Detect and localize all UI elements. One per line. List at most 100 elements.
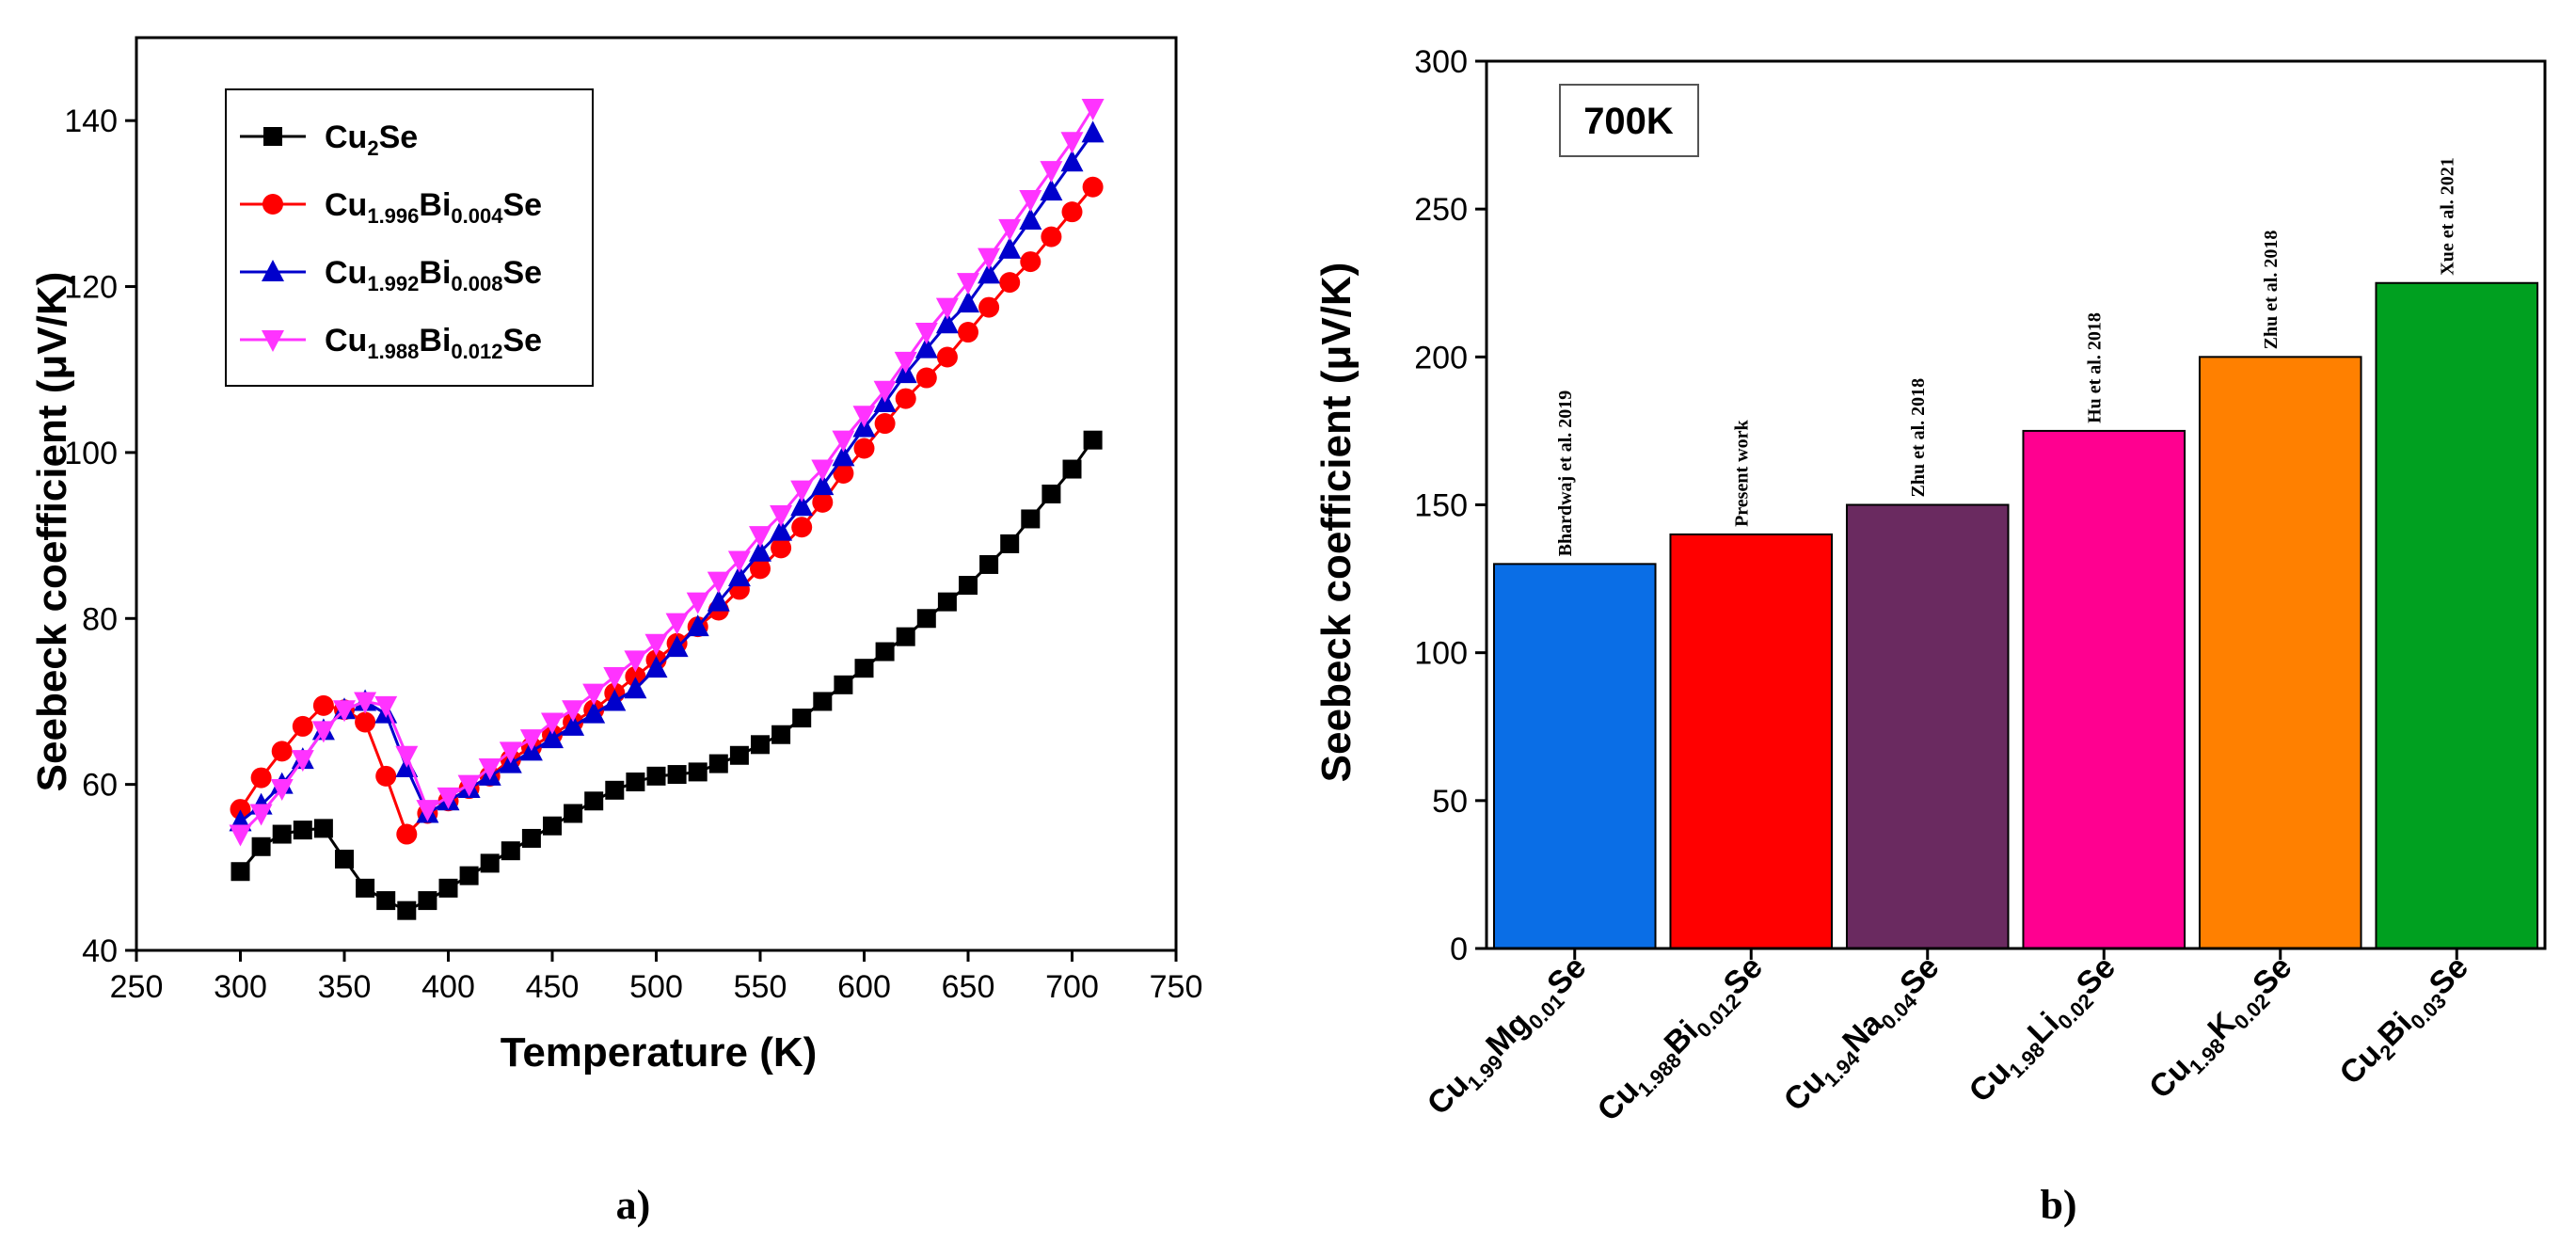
data-point xyxy=(813,692,833,711)
data-point xyxy=(1060,132,1084,154)
data-point xyxy=(727,565,751,587)
data-point xyxy=(665,635,689,658)
legend-entry: Cu1.988Bi0.012Se xyxy=(325,323,542,363)
legend-marker xyxy=(263,127,282,146)
data-point xyxy=(541,712,564,735)
y-tick-label: 300 xyxy=(1414,44,1468,80)
data-point xyxy=(1060,150,1084,172)
panel-b-category-labels: Cu1.99Mg0.01SeCu1.988Bi0.012SeCu1.94Na0.… xyxy=(1421,949,2479,1132)
y-tick-label: 150 xyxy=(1414,488,1468,524)
data-point xyxy=(998,236,1022,259)
data-point xyxy=(688,762,708,782)
data-point xyxy=(480,853,500,873)
data-point xyxy=(978,262,1001,284)
data-point xyxy=(707,571,730,594)
series-3 xyxy=(229,98,1105,847)
data-point xyxy=(812,491,834,513)
data-point xyxy=(894,351,917,374)
data-point xyxy=(707,589,730,612)
data-point xyxy=(521,828,541,848)
data-point xyxy=(999,272,1021,294)
data-point xyxy=(959,576,978,595)
bar xyxy=(2022,429,2186,949)
category-label: Cu2Bi0.03Se xyxy=(2333,949,2479,1095)
series-line xyxy=(239,438,1094,913)
data-point xyxy=(771,725,791,744)
bar xyxy=(1669,533,1834,950)
y-tick-label: 120 xyxy=(64,270,118,306)
x-tick-label: 750 xyxy=(1150,969,1203,1005)
data-point xyxy=(896,627,915,646)
bar xyxy=(2375,281,2539,949)
data-point xyxy=(1042,485,1061,503)
x-tick-label: 700 xyxy=(1045,969,1099,1005)
x-tick-label: 600 xyxy=(837,969,891,1005)
data-point xyxy=(501,841,520,861)
data-point xyxy=(564,804,583,823)
data-point xyxy=(250,767,272,789)
x-tick-label: 550 xyxy=(734,969,787,1005)
data-point xyxy=(686,614,709,637)
data-point xyxy=(230,799,251,821)
x-tick-label: 650 xyxy=(942,969,995,1005)
y-tick-label: 50 xyxy=(1432,784,1468,820)
y-tick-label: 140 xyxy=(64,104,118,139)
y-tick-label: 40 xyxy=(82,933,118,969)
data-point xyxy=(770,505,793,528)
data-point xyxy=(1083,430,1103,450)
data-point xyxy=(355,711,376,733)
data-point xyxy=(333,700,356,723)
data-point xyxy=(624,677,647,699)
data-point xyxy=(729,745,749,765)
data-point xyxy=(374,695,398,718)
panel-a-ticks: 250 300 350 400 450 500 550 600 650 700 750 40 60 80 1… xyxy=(64,104,1202,1005)
data-point xyxy=(958,322,978,343)
data-point xyxy=(624,650,647,673)
x-tick-label: 500 xyxy=(629,969,683,1005)
data-point xyxy=(834,675,853,694)
data-point xyxy=(853,438,875,459)
data-point xyxy=(249,804,273,826)
data-point xyxy=(811,459,835,482)
data-point xyxy=(519,729,543,752)
panel-b-bars: Bhardwaj et al. 2019 Present work Zhu et a… xyxy=(1492,157,2539,950)
data-point xyxy=(582,701,606,724)
panel-a-y-axis-title: Seebeck coefficient (μV/K) xyxy=(29,272,75,792)
category-label: Cu1.99Mg0.01Se xyxy=(1421,949,1597,1125)
x-tick-label: 450 xyxy=(526,969,580,1005)
data-point xyxy=(665,613,689,635)
data-point xyxy=(978,296,1000,318)
data-point xyxy=(395,745,419,768)
data-point xyxy=(293,821,312,840)
y-tick-label: 60 xyxy=(82,768,118,804)
legend-marker xyxy=(262,330,284,352)
data-point xyxy=(708,754,728,773)
bar-annotation: Present work xyxy=(1731,420,1752,527)
data-point xyxy=(292,715,313,737)
data-point xyxy=(311,721,335,743)
data-point xyxy=(375,765,397,787)
data-point xyxy=(271,741,293,762)
data-point xyxy=(251,837,271,856)
data-point xyxy=(356,878,375,898)
data-point xyxy=(582,683,606,706)
data-point xyxy=(914,323,938,345)
data-point xyxy=(543,816,562,836)
category-label: Cu1.988Bi0.012Se xyxy=(1591,949,1773,1132)
data-point xyxy=(625,666,646,687)
data-point xyxy=(667,765,687,785)
bar-annotation: Bhardwaj et al. 2019 xyxy=(1555,390,1576,557)
panel-a-line-chart: 250 300 350 400 450 500 550 600 650 700 750 40 60 80 1… xyxy=(29,36,1202,1228)
data-point xyxy=(626,772,645,791)
data-point xyxy=(562,713,585,736)
data-point xyxy=(792,709,812,728)
data-point xyxy=(1040,179,1063,201)
data-point xyxy=(832,444,855,467)
data-point xyxy=(397,900,417,920)
data-point xyxy=(686,592,709,614)
data-point xyxy=(584,791,604,811)
data-point xyxy=(957,291,979,313)
panel-b-label: b) xyxy=(2040,1182,2076,1228)
data-point xyxy=(935,311,959,334)
data-point xyxy=(459,866,479,885)
